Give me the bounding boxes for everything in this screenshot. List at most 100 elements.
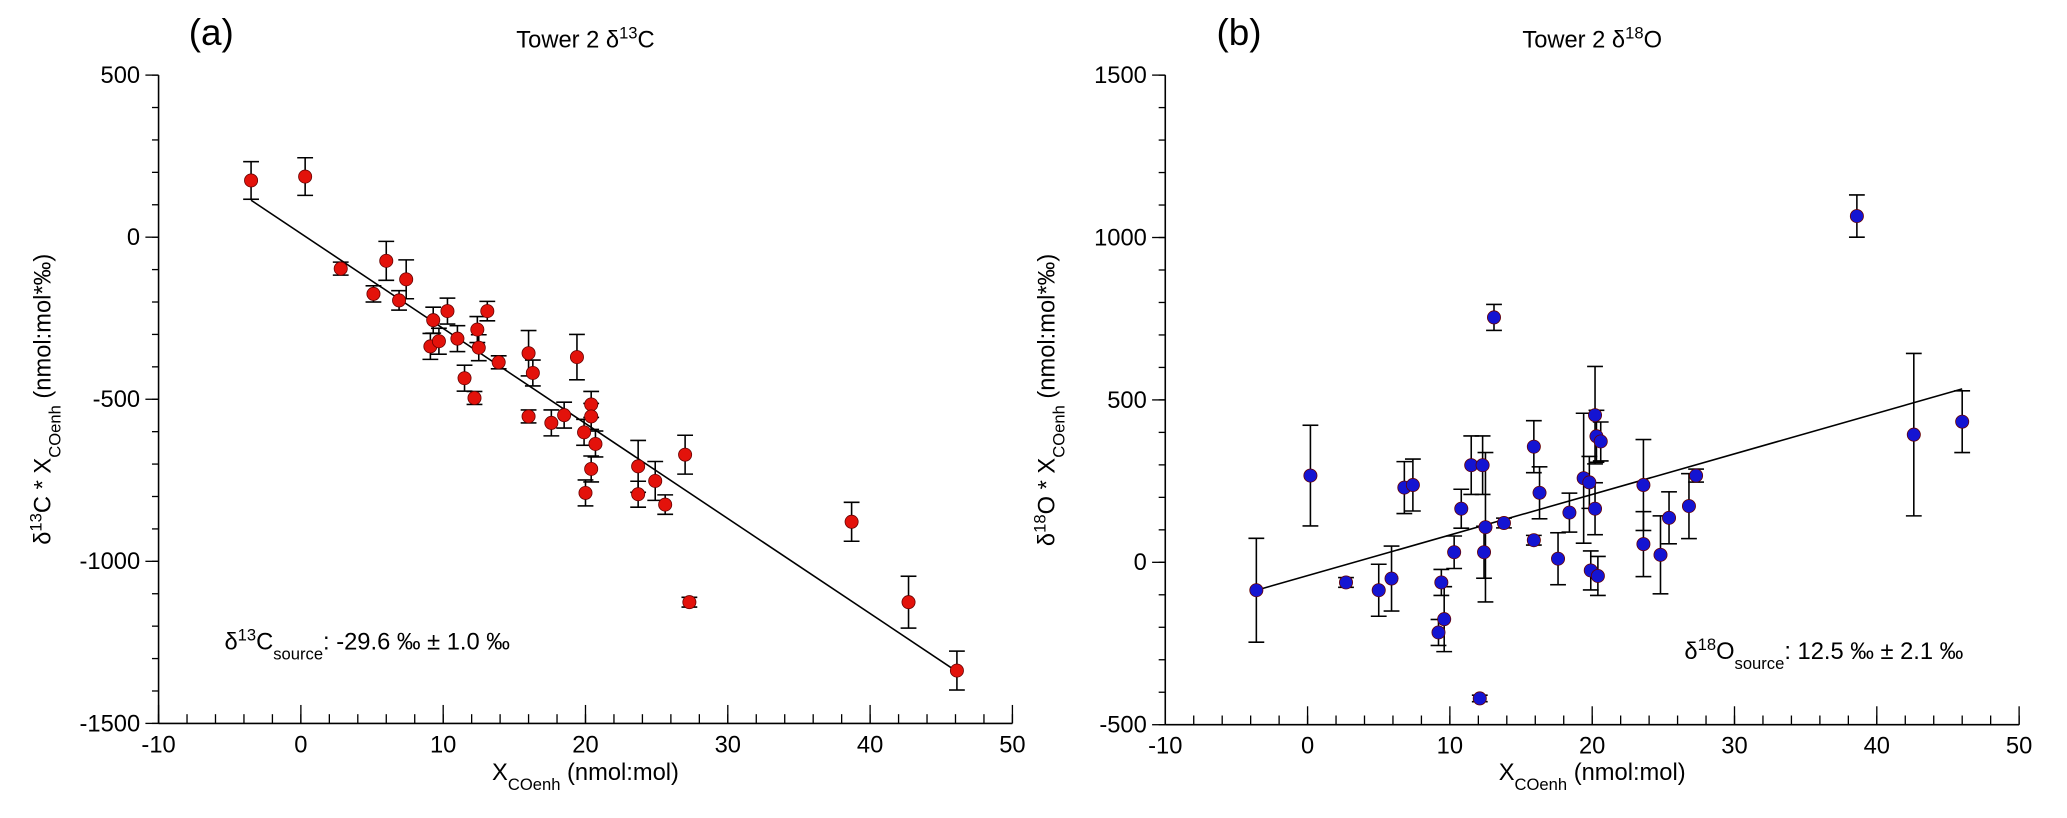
point [480,304,495,319]
point [1588,408,1603,423]
point [631,487,646,502]
point [578,485,593,500]
point [392,293,407,308]
text-part: Tower 2 δ [516,27,619,53]
y-tick-label: 0 [1134,550,1147,576]
point [525,366,540,380]
point [949,663,964,678]
text-part: X [1499,760,1515,786]
x-tick-label: -10 [141,732,175,758]
x-axis-label: XCOenh (nmol:mol) [1499,760,1686,793]
point [678,447,693,462]
y-tick-label: -1000 [79,549,140,575]
point [1303,468,1318,483]
point [557,408,572,423]
text-part: (nmol:mol*‰) [1035,254,1061,405]
point [1582,475,1597,490]
chart-title: Tower 2 δ18O [1522,23,1662,53]
text-part: C * X [31,458,57,514]
text-part: source [273,644,323,663]
text-part: (nmol:mol*‰) [31,254,57,405]
text-part: δ [224,630,237,656]
point [333,261,348,276]
point [1849,209,1864,224]
y-tick-label: 1500 [1094,63,1147,89]
point [1496,516,1511,530]
text-part: 13 [238,625,256,644]
point [1477,545,1492,560]
point [1405,478,1420,492]
point [467,390,482,405]
point [648,473,663,488]
point [366,286,381,301]
point [682,595,697,610]
point [471,340,486,355]
text-part: O * X [1035,458,1061,515]
panel-label: (a) [189,12,234,53]
point [457,371,472,386]
text-part: C [638,27,655,53]
x-tick-label: 0 [1301,734,1314,760]
point [1593,434,1608,449]
text-part: δ [31,532,57,545]
point [1447,545,1462,560]
point [1384,571,1399,586]
text-part: COenh [45,405,64,458]
point [631,459,646,474]
fit-line [250,199,958,673]
chart-title: Tower 2 δ13C [516,23,654,53]
point [521,409,536,424]
x-tick-label: 50 [2006,734,2032,760]
x-tick-label: -10 [1148,734,1182,760]
point [450,331,465,346]
point [440,304,455,319]
point [1478,520,1493,535]
text-part: : 12.5 ‰ ± 2.1 ‰ [1784,639,1963,665]
point [901,595,916,610]
text-part: O [1644,27,1662,53]
point [1487,310,1501,325]
x-tick-label: 40 [1864,734,1890,760]
point [1249,583,1264,598]
point [1551,551,1566,566]
text-part: COenh [1049,405,1068,458]
panel-label: (b) [1217,12,1262,53]
point [1532,485,1547,500]
text-part: COenh [508,775,561,794]
y-tick-label: -500 [93,387,140,413]
point [470,322,485,337]
y-axis-label: δ18O * XCOenh (nmol:mol*‰) [1030,254,1068,546]
text-part: O [1716,639,1734,665]
point [298,169,313,184]
text-part: δ [1684,639,1697,665]
x-tick-label: 20 [1579,734,1605,760]
text-part: δ [1035,533,1061,546]
point [1526,439,1541,454]
text-part: 18 [1030,514,1049,532]
point [1588,501,1603,516]
point [426,313,441,328]
point [844,514,859,529]
point [1636,537,1651,552]
annotation: δ18Osource: 12.5 ‰ ± 2.1 ‰ [1684,634,1963,672]
y-tick-label: 500 [1107,388,1147,414]
point [1590,568,1605,583]
point [1371,583,1386,598]
text-part: 18 [1698,634,1716,653]
point [584,397,599,412]
point [1475,458,1490,473]
point [1437,612,1452,627]
text-part: (nmol:mol) [1567,760,1686,786]
point [1653,547,1668,562]
point [244,173,259,188]
text-part: 18 [1625,23,1643,42]
text-part: Tower 2 δ [1522,27,1625,53]
x-tick-label: 30 [1721,734,1747,760]
x-tick-label: 0 [294,732,307,758]
x-axis-label: XCOenh (nmol:mol) [492,760,679,793]
text-part: C [256,630,273,656]
point [521,346,536,361]
y-tick-label: -500 [1099,713,1146,739]
point [1431,625,1446,640]
